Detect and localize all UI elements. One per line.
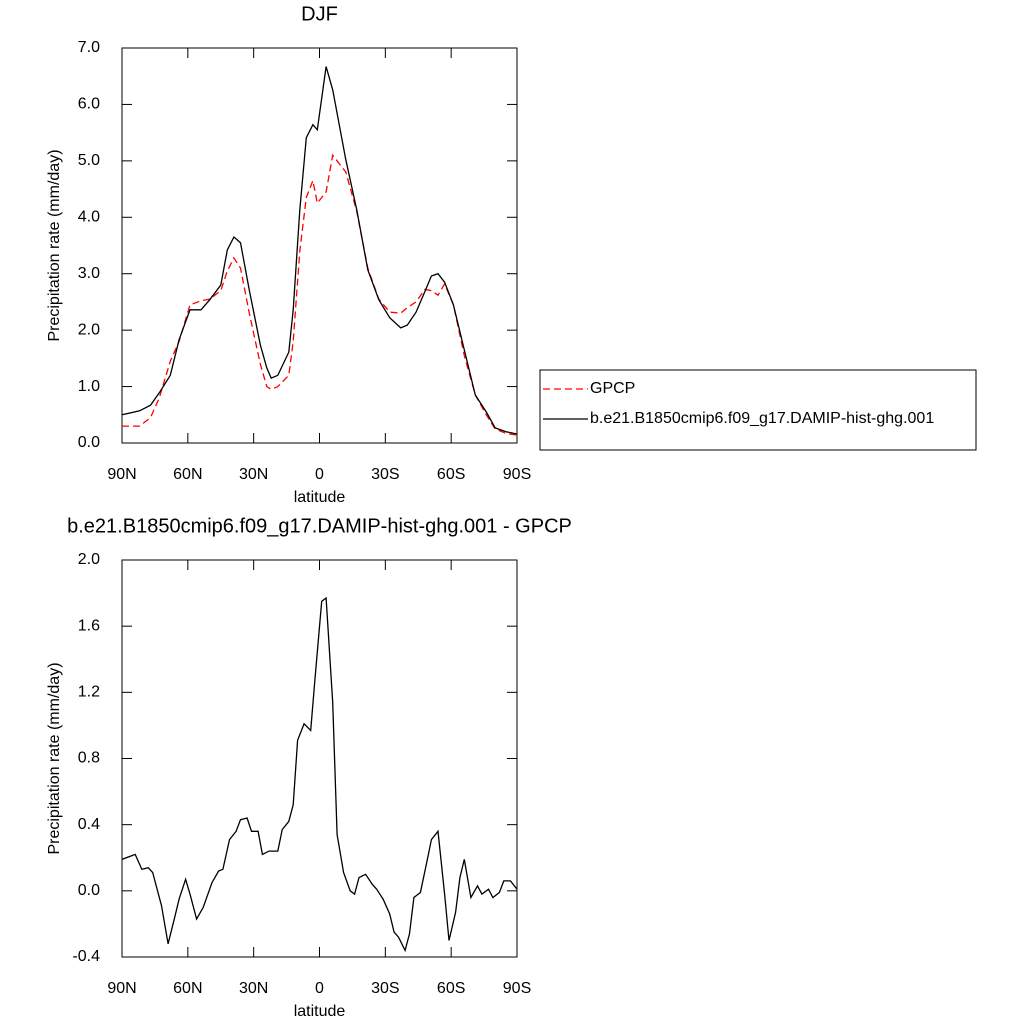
x-tick-label: 90N [107,466,136,483]
y-tick-label: 0.0 [78,882,100,899]
chart-title: b.e21.B1850cmip6.f09_g17.DAMIP-hist-ghg.… [67,515,572,537]
y-tick-label: 3.0 [78,265,100,282]
x-axis-label: latitude [294,1003,346,1020]
x-tick-label: 0 [315,466,324,483]
data-line [121,66,518,435]
y-tick-label: 7.0 [78,39,100,56]
x-tick-label: 90S [503,980,531,997]
legend-box [539,369,977,451]
chart-title: DJF [301,3,338,25]
x-tick-label: 90S [503,466,531,483]
x-axis-label: latitude [294,489,346,506]
y-tick-label: 0.0 [78,434,100,451]
y-tick-label: 0.4 [78,816,100,833]
data-line [121,596,518,953]
y-tick-label: 2.0 [78,321,100,338]
data-line [122,153,518,436]
y-tick-label: 1.0 [78,378,100,395]
legend-label: b.e21.B1850cmip6.f09_g17.DAMIP-hist-ghg.… [590,410,934,427]
x-tick-label: 30N [239,980,268,997]
y-tick-label: 4.0 [78,209,100,226]
y-tick-label: 2.0 [78,551,100,568]
y-tick-label: 6.0 [78,96,100,113]
x-tick-label: 30S [371,466,399,483]
legend-label: GPCP [590,380,635,397]
y-tick-label: 5.0 [78,152,100,169]
x-tick-label: 90N [107,980,136,997]
plot-frame [121,47,518,444]
y-tick-label: -0.4 [72,948,100,965]
y-axis-label: Precipitation rate (mm/day) [46,662,63,854]
x-tick-label: 60N [173,466,202,483]
x-tick-label: 60N [173,980,202,997]
x-tick-label: 60S [437,980,465,997]
x-tick-label: 30S [371,980,399,997]
x-tick-label: 60S [437,466,465,483]
y-tick-label: 1.6 [78,617,100,634]
y-axis-label: Precipitation rate (mm/day) [46,149,63,341]
x-tick-label: 30N [239,466,268,483]
x-tick-label: 0 [315,980,324,997]
y-tick-label: 0.8 [78,750,100,767]
y-tick-label: 1.2 [78,684,100,701]
